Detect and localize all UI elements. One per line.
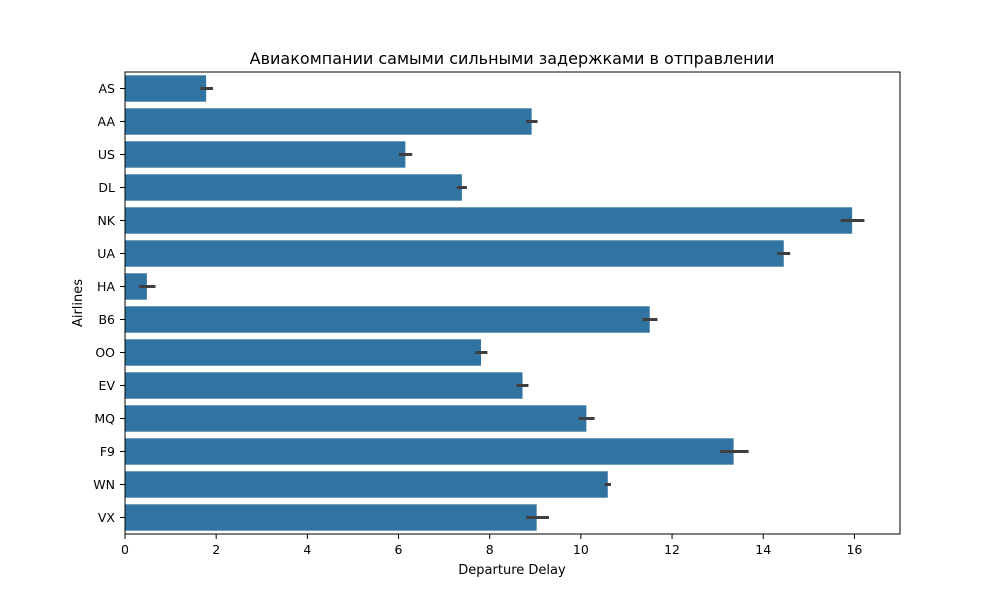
y-axis: AS AA US DL NK UA HA B6 OO EV MQ F9 WN VX [93,81,125,525]
y-tick-label: UA [97,246,115,261]
x-tick-label: 6 [395,542,403,557]
y-tick-label: B6 [98,312,115,327]
x-tick-label: 2 [212,542,220,557]
bar-mq [125,405,587,432]
x-tick-label: 8 [486,542,494,557]
bar-ua [125,240,784,267]
bars-layer [125,75,853,531]
bar-ev [125,372,523,399]
y-tick-label: AA [98,114,116,129]
plot-frame [124,71,901,535]
bar-us [125,141,406,168]
y-tick-label: WN [93,477,115,492]
x-tick-label: 0 [121,542,129,557]
y-tick-label: AS [99,81,116,96]
y-tick-label: NK [97,213,115,228]
x-tick-label: 14 [755,542,771,557]
x-axis-label: Departure Delay [458,563,566,578]
y-tick-label: EV [99,378,116,393]
bar-aa [125,108,532,135]
x-tick-label: 16 [846,542,862,557]
bar-wn [125,471,608,498]
bar-vx [125,504,537,531]
bar-dl [125,174,462,201]
bar-ha [125,273,147,300]
chart-title: Авиакомпании самыми сильными задержками … [250,49,775,68]
x-tick-label: 12 [664,542,680,557]
bar-b6 [125,306,650,333]
x-axis: 0 2 4 6 8 10 12 14 16 [121,534,862,557]
bar-as [125,75,207,102]
y-tick-label: F9 [100,444,115,459]
y-tick-label: US [98,147,115,162]
y-tick-label: VX [98,510,116,525]
bar-nk [125,207,853,234]
y-tick-label: DL [98,180,115,195]
error-bars-layer [139,87,865,519]
x-tick-label: 10 [573,542,589,557]
y-tick-label: MQ [94,411,115,426]
bar-oo [125,339,482,366]
x-tick-label: 4 [303,542,311,557]
y-tick-label: HA [97,279,115,294]
y-axis-label: Airlines [71,279,86,327]
bar-f9 [125,438,734,465]
y-tick-label: OO [95,345,115,360]
